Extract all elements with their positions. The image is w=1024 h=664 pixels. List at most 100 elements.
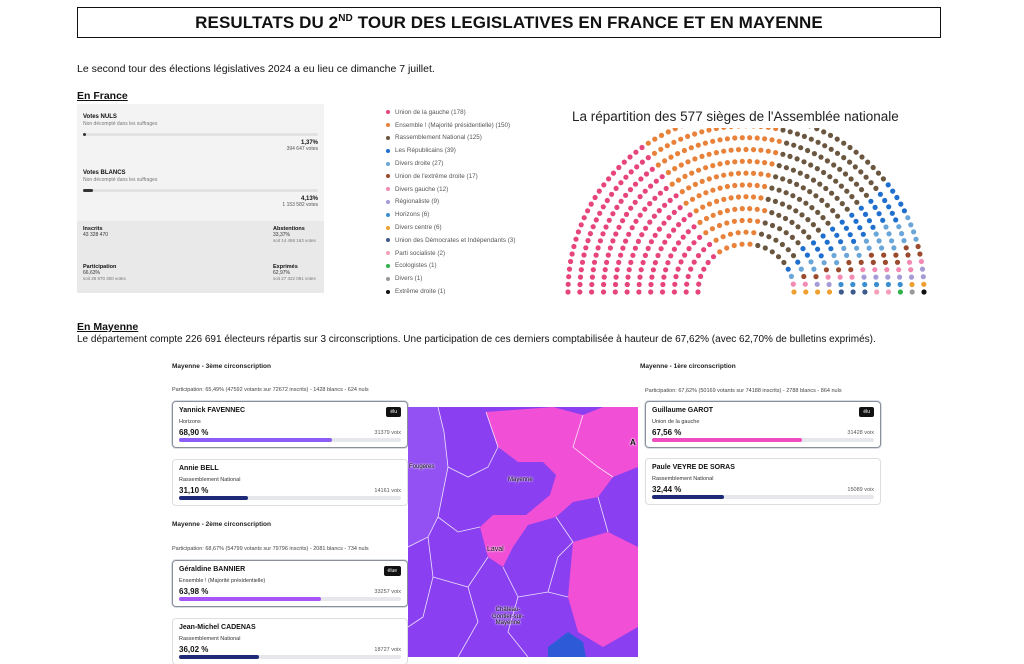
seat-dot bbox=[688, 266, 694, 272]
seat-dot bbox=[613, 231, 619, 237]
seat-dot bbox=[681, 147, 687, 154]
seat-dot bbox=[803, 289, 809, 295]
seat-dot bbox=[750, 194, 757, 200]
legend-item: Divers centre (6) bbox=[386, 221, 515, 234]
seat-dot bbox=[648, 289, 654, 295]
seat-dot bbox=[814, 166, 820, 172]
seat-dot bbox=[706, 176, 712, 182]
seat-dot bbox=[883, 224, 889, 230]
seat-dot bbox=[800, 185, 806, 191]
legend-dot-icon bbox=[386, 174, 390, 179]
seat-dot bbox=[838, 183, 844, 189]
candidate-bar bbox=[652, 495, 874, 499]
seat-dot bbox=[721, 172, 727, 178]
legend-label: Union de la gauche (178) bbox=[395, 108, 466, 116]
seat-dot bbox=[645, 140, 651, 146]
seat-dot bbox=[724, 160, 730, 166]
seat-dot bbox=[919, 266, 926, 272]
seat-dot bbox=[827, 132, 834, 138]
seat-dot bbox=[635, 238, 641, 244]
seat-dot bbox=[678, 259, 684, 265]
seat-dot bbox=[789, 234, 795, 240]
seat-dot bbox=[881, 252, 887, 258]
seat-dot bbox=[685, 273, 691, 280]
seat-dot bbox=[837, 166, 843, 172]
seat-dot bbox=[847, 144, 853, 151]
seat-dot bbox=[847, 232, 853, 238]
seat-dot bbox=[835, 213, 841, 219]
seat-dot bbox=[706, 201, 713, 207]
seat-dot bbox=[707, 241, 713, 248]
legend-item: Union de la gauche (178) bbox=[386, 106, 515, 119]
seat-dot bbox=[804, 252, 810, 258]
seat-dot bbox=[685, 133, 691, 139]
seat-dot bbox=[747, 135, 753, 141]
seat-dot bbox=[672, 281, 678, 287]
circo3-candidate-card[interactable]: Annie BELL Rassemblement National 31,10 % 1… bbox=[172, 459, 408, 506]
seat-dot bbox=[823, 267, 829, 273]
seat-dot bbox=[604, 259, 610, 265]
seat-dot bbox=[637, 274, 643, 280]
legend-item: Divers (1) bbox=[386, 272, 515, 285]
seat-dot bbox=[821, 169, 827, 176]
seat-dot bbox=[799, 212, 805, 218]
seat-dot bbox=[681, 217, 687, 223]
seat-dot bbox=[885, 281, 891, 288]
seat-dot bbox=[618, 198, 624, 204]
seat-dot bbox=[875, 170, 882, 176]
blancs-block: Votes BLANCS Non décompté dans les suffr… bbox=[83, 170, 318, 208]
seat-dot bbox=[834, 232, 840, 238]
seat-dot bbox=[779, 201, 786, 207]
seat-dot bbox=[909, 281, 915, 288]
circo3-candidate-card[interactable]: Yannick FAVENNEC Horizons 68,90 % 31379 voi… bbox=[172, 401, 408, 448]
seat-dot bbox=[868, 198, 874, 204]
seat-dot bbox=[606, 176, 612, 182]
seat-dot bbox=[863, 238, 869, 244]
seat-dot bbox=[831, 162, 837, 168]
circo2-candidate-card[interactable]: Jean-Michel CADENAS Rassemblement Nationa… bbox=[172, 618, 408, 664]
seat-dot bbox=[724, 183, 730, 190]
circo1-candidate-card[interactable]: Paule VEYRE DE SORAS Rassemblement Nation… bbox=[645, 458, 881, 505]
seat-dot bbox=[624, 281, 630, 288]
map-svg bbox=[408, 407, 638, 657]
seat-dot bbox=[750, 147, 757, 153]
legend-item: Ensemble ! (Majorité présidentielle) (15… bbox=[386, 119, 515, 132]
candidate-pct: 68,90 % bbox=[179, 428, 209, 437]
seat-dot bbox=[776, 138, 782, 144]
seat-dot bbox=[662, 202, 668, 208]
seat-dot bbox=[595, 245, 601, 251]
seat-dot bbox=[665, 129, 671, 135]
circo2-candidate-card[interactable]: Géraldine BANNIER Ensemble ! (Majorité pr… bbox=[172, 560, 408, 607]
mayenne-map[interactable]: Fougères Mayenne Laval Château-Gontier-s… bbox=[408, 407, 638, 657]
seat-dot bbox=[839, 219, 845, 225]
seat-dot bbox=[819, 197, 825, 203]
seat-dot bbox=[614, 204, 620, 210]
seat-dot bbox=[824, 202, 830, 208]
seat-dot bbox=[683, 289, 689, 295]
map-label-mayenne: Mayenne bbox=[508, 477, 533, 483]
seat-dot bbox=[810, 222, 816, 228]
seat-dot bbox=[614, 267, 620, 273]
seat-dot bbox=[678, 136, 684, 142]
seat-dot bbox=[868, 180, 874, 186]
seat-dot bbox=[721, 196, 727, 202]
seat-dot bbox=[897, 274, 903, 280]
candidate-votes: 33257 voix bbox=[374, 589, 401, 595]
circo1-candidate-card[interactable]: Guillaume GAROT Union de la gauche 67,56 %… bbox=[645, 401, 881, 448]
seat-dot bbox=[672, 128, 678, 132]
seat-dot bbox=[667, 197, 673, 203]
seat-dot bbox=[650, 267, 656, 273]
seat-dot bbox=[876, 211, 882, 217]
seat-dot bbox=[862, 281, 868, 288]
seat-dot bbox=[676, 222, 682, 228]
seat-dot bbox=[648, 183, 654, 189]
seat-dot bbox=[808, 259, 814, 265]
seat-dot bbox=[837, 274, 843, 280]
candidate-bar bbox=[179, 597, 401, 601]
seat-dot bbox=[717, 161, 723, 167]
seat-dot bbox=[850, 289, 856, 295]
seat-dot bbox=[920, 274, 926, 280]
candidate-pct: 67,56 % bbox=[652, 428, 682, 437]
seat-dot bbox=[620, 218, 626, 224]
seat-dot bbox=[780, 176, 786, 182]
